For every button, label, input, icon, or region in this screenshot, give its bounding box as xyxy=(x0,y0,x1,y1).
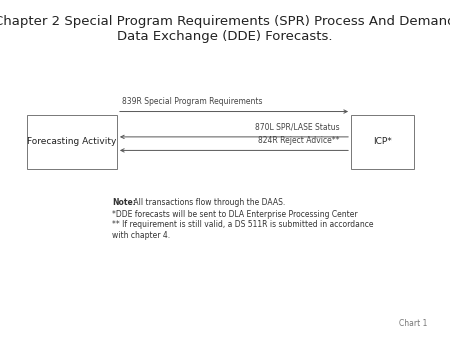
Text: Forecasting Activity: Forecasting Activity xyxy=(27,138,117,146)
Text: ** If requirement is still valid, a DS 511R is submitted in accordance: ** If requirement is still valid, a DS 5… xyxy=(112,220,374,230)
Text: All transactions flow through the DAAS.: All transactions flow through the DAAS. xyxy=(131,198,286,207)
Text: Chart 1: Chart 1 xyxy=(399,319,427,328)
Text: *DDE forecasts will be sent to DLA Enterprise Processing Center: *DDE forecasts will be sent to DLA Enter… xyxy=(112,210,358,219)
Text: 824R Reject Advice**: 824R Reject Advice** xyxy=(258,136,340,145)
Text: 839R Special Program Requirements: 839R Special Program Requirements xyxy=(122,97,262,106)
Text: 870L SPR/LASE Status: 870L SPR/LASE Status xyxy=(255,123,340,132)
Text: with chapter 4.: with chapter 4. xyxy=(112,231,171,240)
Text: Chapter 2 Special Program Requirements (SPR) Process And Demand
Data Exchange (D: Chapter 2 Special Program Requirements (… xyxy=(0,15,450,43)
Text: ICP*: ICP* xyxy=(373,138,392,146)
Bar xyxy=(351,115,414,169)
Text: Note:: Note: xyxy=(112,198,136,207)
Bar xyxy=(27,115,117,169)
